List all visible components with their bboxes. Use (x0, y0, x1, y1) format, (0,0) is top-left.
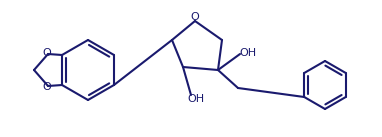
Text: O: O (191, 12, 199, 22)
Text: O: O (43, 48, 52, 58)
Text: OH: OH (240, 48, 257, 58)
Text: O: O (43, 82, 52, 92)
Text: OH: OH (188, 94, 205, 104)
